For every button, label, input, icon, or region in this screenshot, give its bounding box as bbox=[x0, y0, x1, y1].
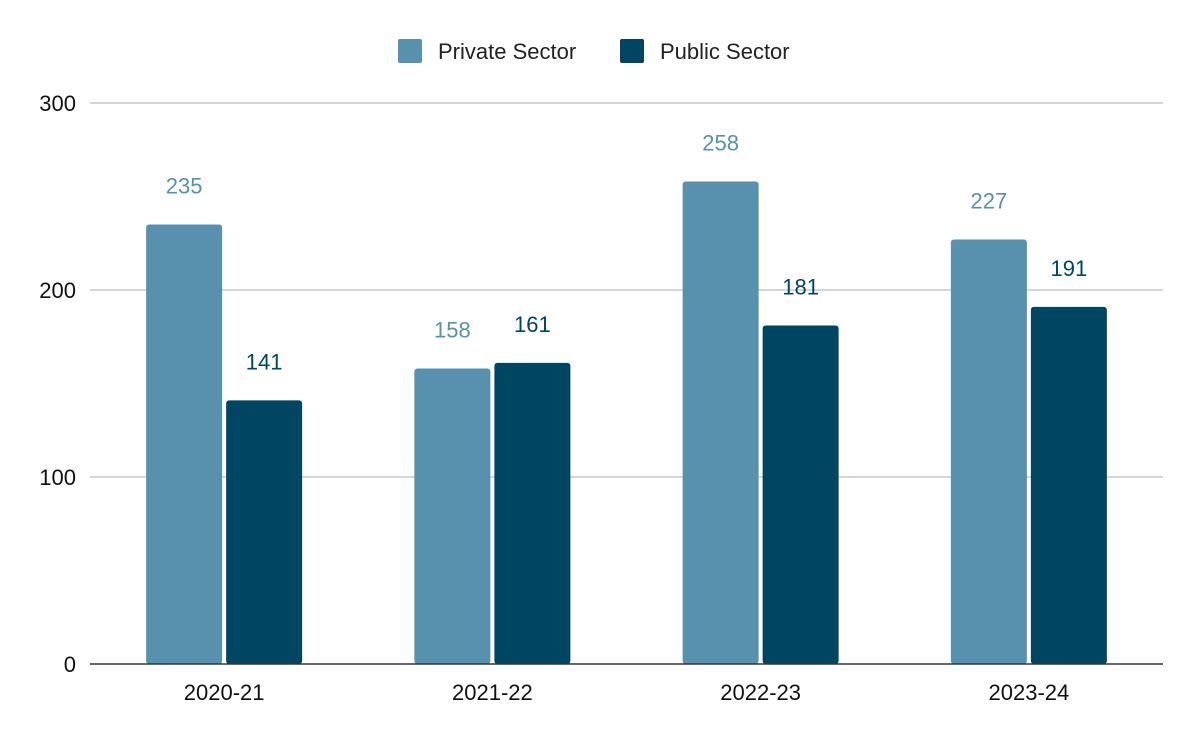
data-label: 141 bbox=[246, 349, 283, 374]
legend-label: Private Sector bbox=[438, 39, 576, 64]
bar-public-sector-2021-22 bbox=[494, 362, 571, 664]
legend-item-private-sector: Private Sector bbox=[398, 39, 576, 64]
axes-group: 0 100 200 300 2020-21 2021-22 2022-23 2023-24 bbox=[39, 91, 1163, 705]
x-tick-label: 2021-22 bbox=[452, 680, 533, 705]
legend-swatch bbox=[620, 39, 644, 63]
bar-public-sector-2020-21 bbox=[226, 400, 303, 664]
y-tick-label: 300 bbox=[39, 91, 76, 116]
y-tick-label: 100 bbox=[39, 465, 76, 490]
data-labels-group: 235 141 158 161 258 181 227 191 bbox=[166, 131, 1087, 375]
data-label: 227 bbox=[971, 189, 1008, 214]
data-label: 191 bbox=[1051, 256, 1088, 281]
bar-private-sector-2020-21 bbox=[146, 224, 223, 665]
bar-public-sector-2023-24 bbox=[1030, 306, 1107, 664]
data-label: 181 bbox=[782, 275, 819, 300]
legend-item-public-sector: Public Sector bbox=[620, 39, 790, 64]
bar-public-sector-2022-23 bbox=[762, 325, 839, 664]
data-label: 158 bbox=[434, 318, 471, 343]
bar-private-sector-2023-24 bbox=[950, 239, 1027, 664]
y-tick-label: 200 bbox=[39, 278, 76, 303]
legend-swatch bbox=[398, 39, 422, 63]
bars-group bbox=[146, 181, 1107, 665]
y-tick-label: 0 bbox=[64, 652, 76, 677]
bar-private-sector-2022-23 bbox=[682, 181, 759, 665]
data-label: 258 bbox=[702, 131, 739, 156]
x-tick-label: 2023-24 bbox=[989, 680, 1070, 705]
bar-private-sector-2021-22 bbox=[414, 368, 491, 664]
data-label: 161 bbox=[514, 312, 551, 337]
legend: Private Sector Public Sector bbox=[398, 39, 790, 64]
x-tick-label: 2022-23 bbox=[720, 680, 801, 705]
data-label: 235 bbox=[166, 174, 203, 199]
x-tick-label: 2020-21 bbox=[184, 680, 265, 705]
legend-label: Public Sector bbox=[660, 39, 790, 64]
